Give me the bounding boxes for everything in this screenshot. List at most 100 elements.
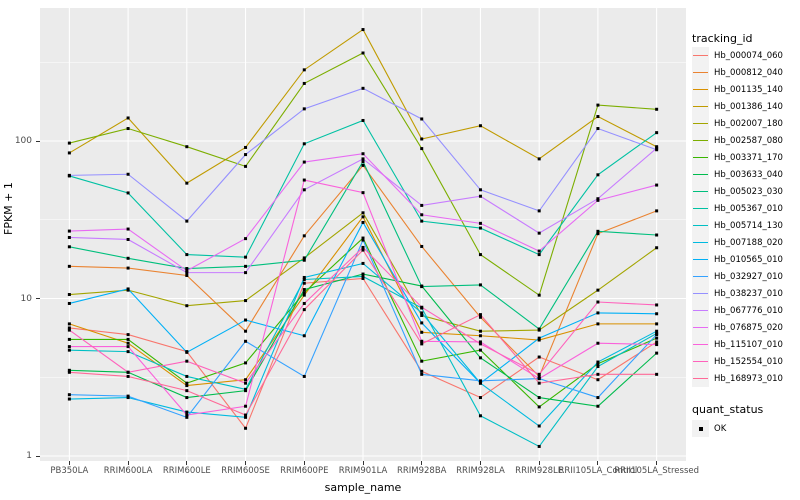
data-point — [185, 410, 189, 414]
legend-key-line-icon — [693, 54, 708, 57]
data-point — [185, 145, 189, 149]
data-point — [67, 368, 71, 372]
data-point — [361, 160, 365, 164]
legend-entry-label: Hb_005023_030 — [714, 187, 783, 197]
data-point — [537, 381, 541, 385]
data-point — [185, 389, 189, 393]
data-point — [361, 51, 365, 55]
legend-key — [692, 319, 709, 336]
legend-key-line-icon — [693, 224, 708, 227]
x-tick-label: RRIM928LE — [515, 466, 564, 476]
legend-key-line-icon — [693, 207, 708, 210]
legend-key-line-icon — [693, 309, 708, 312]
data-point — [655, 322, 659, 326]
data-point — [185, 384, 189, 388]
data-point — [244, 426, 248, 430]
data-point — [244, 145, 248, 149]
data-point — [478, 334, 482, 338]
data-point — [67, 264, 71, 268]
data-point — [655, 303, 659, 307]
data-point — [67, 235, 71, 239]
data-point — [420, 203, 424, 207]
data-point — [596, 311, 600, 315]
data-point — [302, 334, 306, 338]
data-point — [420, 311, 424, 315]
data-point — [420, 244, 424, 248]
data-point — [302, 178, 306, 182]
data-point — [537, 327, 541, 331]
data-point — [244, 299, 248, 303]
data-point — [420, 369, 424, 373]
data-point — [126, 172, 130, 176]
x-tick-label: RRIM928LA — [456, 466, 505, 476]
data-point — [655, 233, 659, 237]
data-point — [126, 227, 130, 231]
legend-key — [692, 268, 709, 285]
data-point — [655, 246, 659, 250]
legend-key-line-icon — [693, 156, 708, 159]
data-point — [596, 229, 600, 233]
data-point — [244, 271, 248, 275]
x-tick-label: RRIM600SE — [221, 466, 270, 476]
data-point — [537, 444, 541, 448]
data-point — [126, 237, 130, 241]
x-tick-mark — [479, 461, 481, 465]
data-point — [126, 345, 130, 349]
data-point — [126, 337, 130, 341]
data-point — [67, 229, 71, 233]
legend-key — [692, 251, 709, 268]
legend-entry-label: Hb_076875_020 — [714, 323, 783, 333]
x-tick-label: RRII105LA_Stressed — [614, 466, 700, 476]
data-point — [361, 245, 365, 249]
data-point — [302, 160, 306, 164]
legend-entry-label: Hb_010565_010 — [714, 255, 783, 265]
x-tick-mark — [127, 461, 129, 465]
legend-entry-label: Hb_005367_010 — [714, 204, 783, 214]
legend-entry-label: Hb_007188_020 — [714, 238, 783, 248]
data-point — [126, 191, 130, 195]
data-point — [655, 343, 659, 347]
data-point — [596, 115, 600, 119]
data-point — [126, 374, 130, 378]
data-point — [244, 164, 248, 168]
data-point — [596, 365, 600, 369]
legend-entry-label: Hb_003371_170 — [714, 153, 783, 163]
data-point — [478, 188, 482, 192]
data-point — [420, 330, 424, 334]
data-point — [361, 86, 365, 90]
x-tick-mark — [245, 461, 247, 465]
data-point — [655, 209, 659, 213]
data-point — [420, 342, 424, 346]
data-point — [244, 413, 248, 417]
legend-key — [692, 200, 709, 217]
data-point — [596, 360, 600, 364]
data-point — [244, 361, 248, 365]
legend-key — [692, 420, 709, 437]
data-point — [185, 253, 189, 257]
data-point — [361, 191, 365, 195]
data-point — [244, 153, 248, 157]
data-point — [126, 266, 130, 270]
data-point — [655, 336, 659, 340]
data-point — [244, 404, 248, 408]
data-point — [67, 326, 71, 330]
legend-entry-label: OK — [714, 424, 727, 434]
data-point — [478, 414, 482, 418]
legend-key — [692, 353, 709, 370]
data-point — [361, 28, 365, 32]
data-point — [537, 377, 541, 381]
data-point — [361, 236, 365, 240]
data-point — [302, 281, 306, 285]
data-point — [302, 291, 306, 295]
x-tick-label: RRIM600LA — [103, 466, 153, 476]
legend-key-line-icon — [693, 173, 708, 176]
data-point — [655, 372, 659, 376]
data-point — [361, 157, 365, 161]
data-point — [420, 219, 424, 223]
data-point — [537, 355, 541, 359]
y-tick-mark — [36, 140, 40, 142]
data-point — [420, 339, 424, 343]
legend-key-line-icon — [693, 343, 708, 346]
legend-key — [692, 81, 709, 98]
legend-entry-label: Hb_038237_010 — [714, 289, 783, 299]
